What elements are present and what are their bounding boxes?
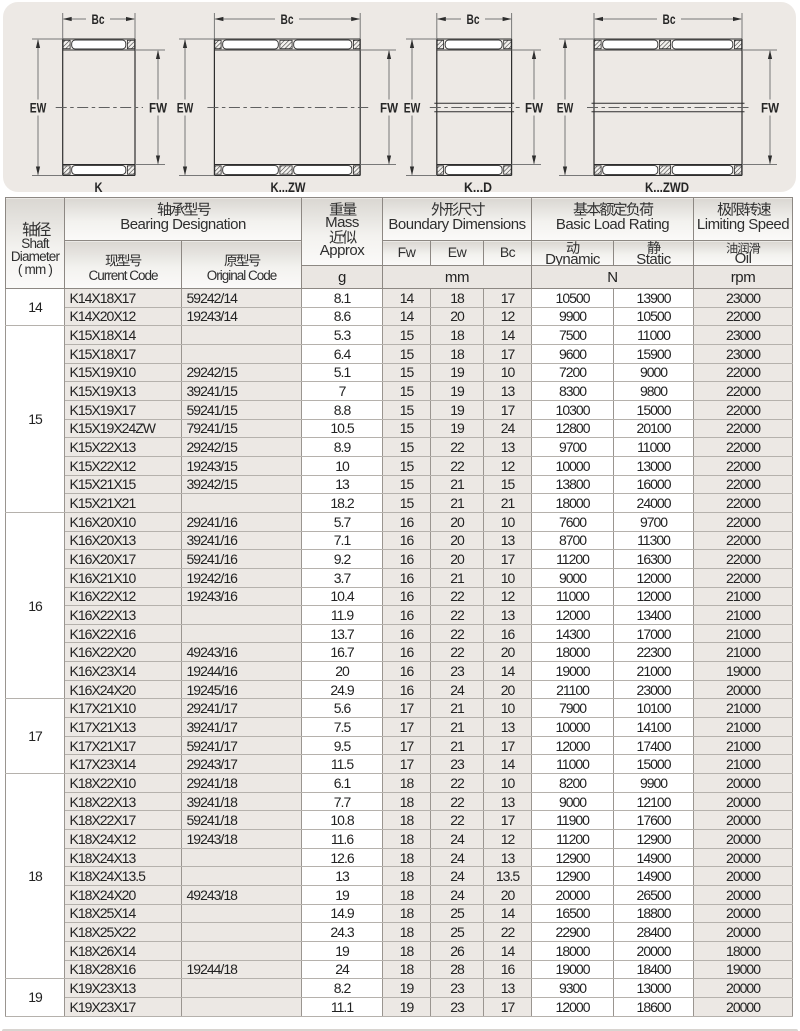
svg-text:K...ZW: K...ZW	[271, 179, 307, 195]
svg-text:FW: FW	[380, 100, 398, 115]
svg-text:FW: FW	[525, 100, 543, 115]
svg-text:Bc: Bc	[281, 12, 294, 27]
svg-text:FW: FW	[149, 100, 167, 115]
svg-text:Bc: Bc	[663, 12, 676, 27]
svg-text:EW: EW	[557, 100, 574, 115]
svg-text:EW: EW	[404, 100, 421, 115]
svg-text:EW: EW	[177, 100, 194, 115]
svg-text:Bc: Bc	[92, 12, 105, 27]
svg-text:Bc: Bc	[467, 12, 480, 27]
svg-text:EW: EW	[30, 100, 47, 115]
svg-text:FW: FW	[761, 100, 779, 115]
svg-text:K: K	[95, 179, 103, 195]
svg-text:K...D: K...D	[464, 179, 492, 195]
svg-text:K...ZWD: K...ZWD	[645, 179, 689, 195]
